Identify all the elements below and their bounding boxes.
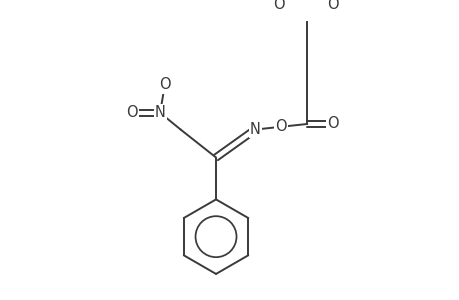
Text: O: O (159, 77, 170, 92)
Text: O: O (327, 0, 338, 12)
Text: N: N (154, 105, 165, 120)
Text: O: O (126, 105, 138, 120)
Text: N: N (249, 122, 260, 137)
Text: O: O (327, 116, 338, 131)
Text: O: O (275, 119, 286, 134)
Text: O: O (273, 0, 285, 12)
